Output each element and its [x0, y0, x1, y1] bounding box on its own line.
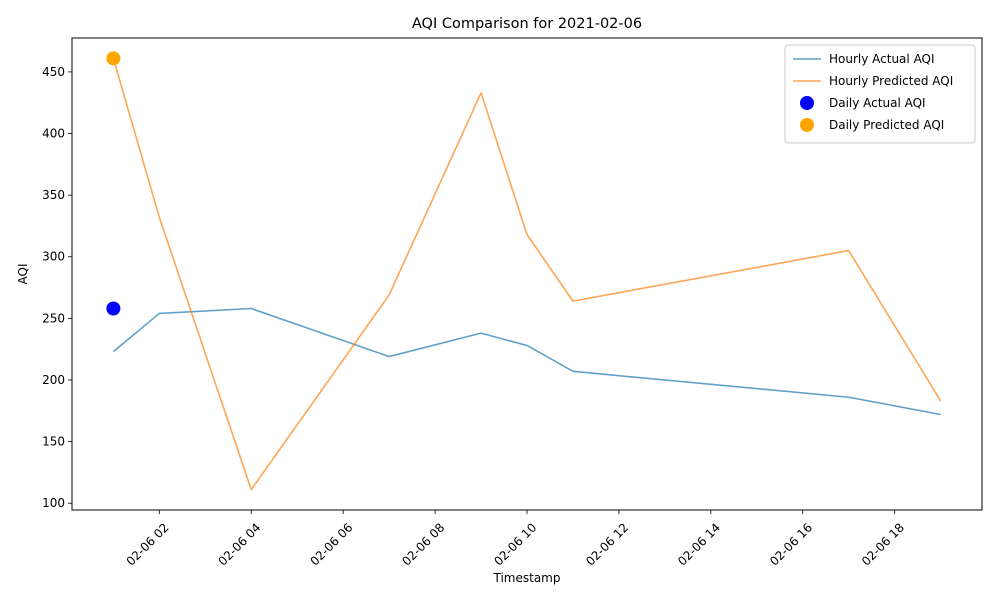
x-tick-label-8: 02-06 18 — [859, 520, 907, 568]
series-line-1 — [112, 58, 942, 491]
x-axis-label: Timestamp — [493, 571, 561, 585]
y-tick-label-5: 350 — [42, 188, 65, 202]
y-axis-label: AQI — [16, 264, 30, 285]
x-tick-label-1: 02-06 04 — [216, 520, 264, 568]
x-tick-label-7: 02-06 16 — [767, 520, 815, 568]
legend-swatch-2 — [800, 96, 814, 110]
legend-label-3: Daily Predicted AQI — [829, 118, 944, 132]
x-tick-label-2: 02-06 06 — [307, 520, 355, 568]
y-tick-label-6: 400 — [42, 127, 65, 141]
x-tick-label-3: 02-06 08 — [399, 520, 447, 568]
legend-label-0: Hourly Actual AQI — [829, 52, 935, 66]
chart-title: AQI Comparison for 2021-02-06 — [412, 16, 642, 32]
legend-label-1: Hourly Predicted AQI — [829, 74, 953, 88]
y-tick-label-1: 150 — [42, 435, 65, 449]
legend-swatch-3 — [800, 118, 814, 132]
x-tick-label-6: 02-06 14 — [675, 520, 723, 568]
legend: Hourly Actual AQI Hourly Predicted AQI Dai… — [784, 44, 976, 144]
plot-area — [106, 51, 942, 491]
y-tick-label-2: 200 — [42, 373, 65, 387]
series-point-3-0 — [106, 51, 121, 66]
series-point-2-0 — [106, 301, 121, 316]
y-tick-label-0: 100 — [42, 496, 65, 510]
legend-label-2: Daily Actual AQI — [829, 96, 926, 110]
x-tick-label-5: 02-06 12 — [583, 520, 631, 568]
series-line-0 — [112, 307, 941, 416]
y-axis: 100 150 200 250 300 350 400 450 — [42, 65, 72, 510]
y-tick-label-3: 250 — [42, 311, 65, 325]
y-tick-label-7: 450 — [42, 65, 65, 79]
x-tick-label-0: 02-06 02 — [124, 520, 172, 568]
legend-box — [784, 44, 976, 144]
x-tick-label-4: 02-06 10 — [491, 520, 539, 568]
x-axis: 02-06 02 02-06 04 02-06 06 02-06 08 02-06 10… — [124, 510, 907, 568]
y-tick-label-4: 300 — [42, 250, 65, 264]
